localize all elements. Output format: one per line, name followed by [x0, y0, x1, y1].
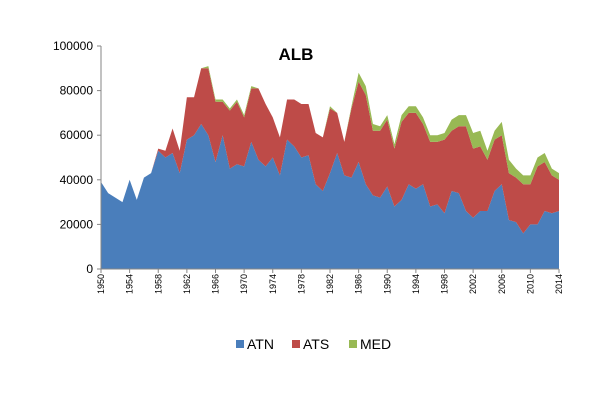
- x-tick-label: 1962: [182, 274, 192, 294]
- x-tick-label: 1974: [268, 274, 278, 294]
- x-tick-label: 1966: [211, 274, 221, 294]
- y-tick-label: 60000: [60, 128, 94, 142]
- x-tick-label: 1998: [440, 274, 450, 294]
- area-atn: [101, 124, 559, 269]
- y-tick-label: 100000: [53, 39, 93, 53]
- x-tick-label: 1986: [354, 274, 364, 294]
- legend: ATN ATS MED: [236, 336, 391, 352]
- x-tick-label: 1994: [411, 274, 421, 294]
- legend-label-med: MED: [360, 336, 391, 352]
- y-tick-label: 0: [86, 262, 93, 276]
- x-tick-label: 1950: [96, 274, 106, 294]
- x-tick-label: 1982: [325, 274, 335, 294]
- x-tick-label: 1958: [153, 274, 163, 294]
- x-tick-label: 1954: [125, 274, 135, 294]
- area-med: [101, 66, 559, 203]
- y-tick-label: 20000: [60, 217, 94, 231]
- x-axis-ticks: 1950 1954 1958 1962 1966 1970 1974 1978 1982 1986…: [96, 269, 564, 294]
- legend-label-atn: ATN: [247, 336, 274, 352]
- y-tick-label: 80000: [60, 84, 94, 98]
- y-tick-label: 40000: [60, 173, 94, 187]
- y-axis-ticks: 0 20000 40000 60000 80000 100000: [53, 39, 101, 276]
- legend-label-ats: ATS: [303, 336, 329, 352]
- series-areas: [101, 66, 559, 269]
- legend-swatch-atn: [236, 340, 244, 348]
- x-tick-label: 1990: [382, 274, 392, 294]
- x-tick-label: 2014: [554, 274, 564, 294]
- x-tick-label: 2002: [468, 274, 478, 294]
- legend-swatch-ats: [292, 340, 300, 348]
- chart-title: ALB: [279, 45, 314, 64]
- x-tick-label: 1970: [239, 274, 249, 294]
- x-tick-label: 2010: [525, 274, 535, 294]
- area-ats: [101, 68, 559, 234]
- legend-swatch-med: [349, 340, 357, 348]
- x-tick-label: 1978: [296, 274, 306, 294]
- x-tick-label: 2006: [497, 274, 507, 294]
